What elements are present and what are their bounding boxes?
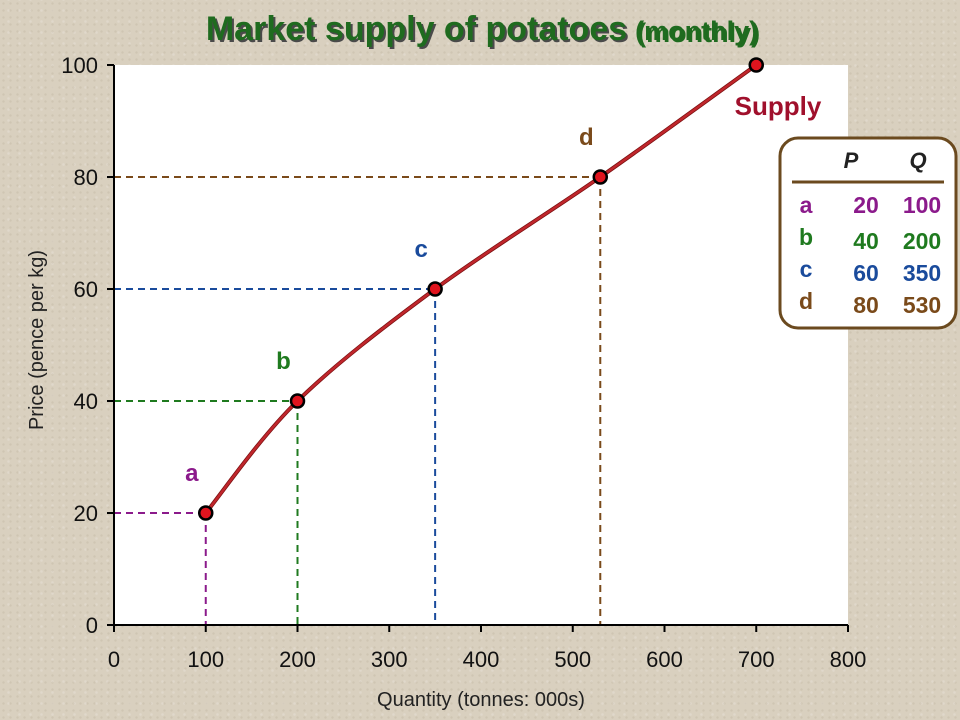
supply-series-label: Supply: [735, 91, 822, 121]
y-tick-labels: 0 20 40 60 80 100: [61, 53, 98, 638]
x-tick-label: 100: [187, 647, 224, 672]
point-label-d: d: [579, 124, 594, 151]
data-point: [427, 281, 443, 297]
table-rows: a 20 100 b 40 200 c 60 350 d 80 530: [799, 192, 941, 318]
y-tick-label: 20: [74, 501, 98, 526]
table-row-label: a: [800, 192, 813, 218]
x-tick-label: 700: [738, 647, 775, 672]
data-point: [198, 505, 214, 521]
plot-area: [114, 65, 848, 625]
data-points: [198, 57, 764, 521]
table-cell-q: 200: [903, 228, 941, 254]
data-point: [748, 57, 764, 73]
y-axis-title: Price (pence per kg): [26, 250, 48, 430]
y-tick-label: 100: [61, 53, 98, 78]
data-point: [289, 393, 306, 409]
y-tick-label: 60: [74, 277, 98, 302]
table-cell-q: 100: [903, 192, 941, 218]
point-labels: a b c d: [185, 124, 594, 487]
table-cell-q: 350: [903, 260, 941, 286]
table-cell-q: 530: [903, 292, 941, 318]
x-axis-title: Quantity (tonnes: 000s): [377, 689, 585, 711]
x-tick-label: 0: [108, 647, 120, 672]
point-label-b: b: [276, 348, 291, 375]
table-row-label: d: [799, 288, 813, 314]
data-table: P Q a 20 100 b 40 200 c 60 350 d 80 530: [778, 136, 958, 330]
data-point: [592, 169, 609, 185]
title-main: Market supply of potatoes: [206, 10, 627, 48]
table-header-p: P: [844, 148, 859, 173]
table-header-q: Q: [909, 148, 926, 173]
table-cell-p: 80: [853, 292, 879, 318]
x-tick-label: 400: [463, 647, 500, 672]
y-tick-label: 40: [74, 389, 98, 414]
x-tick-label: 800: [830, 647, 867, 672]
point-label-c: c: [414, 236, 427, 263]
y-tick-label: 0: [86, 613, 98, 638]
x-tick-label: 600: [646, 647, 683, 672]
table-cell-p: 60: [853, 260, 879, 286]
title-text: Market supply of potatoes (monthly): [206, 10, 758, 48]
table-row-label: c: [800, 256, 813, 282]
x-tick-label: 500: [554, 647, 591, 672]
guide-lines: [114, 176, 602, 625]
x-tick-label: 300: [371, 647, 408, 672]
table-row-label: b: [799, 224, 813, 250]
x-tick-labels: 0 100 200 300 400 500 600 700 800: [108, 647, 866, 672]
tick-marks: [107, 64, 849, 632]
table-frame: [778, 136, 958, 330]
point-label-a: a: [185, 460, 199, 487]
x-tick-label: 200: [279, 647, 316, 672]
chart-title: Market supply of potatoes (monthly) Marke…: [206, 10, 760, 50]
y-tick-label: 80: [74, 165, 98, 190]
table-cell-p: 20: [853, 192, 879, 218]
table-cell-p: 40: [853, 228, 879, 254]
title-subtitle: (monthly): [635, 16, 758, 46]
title-shadow: Market supply of potatoes (monthly): [208, 12, 760, 50]
